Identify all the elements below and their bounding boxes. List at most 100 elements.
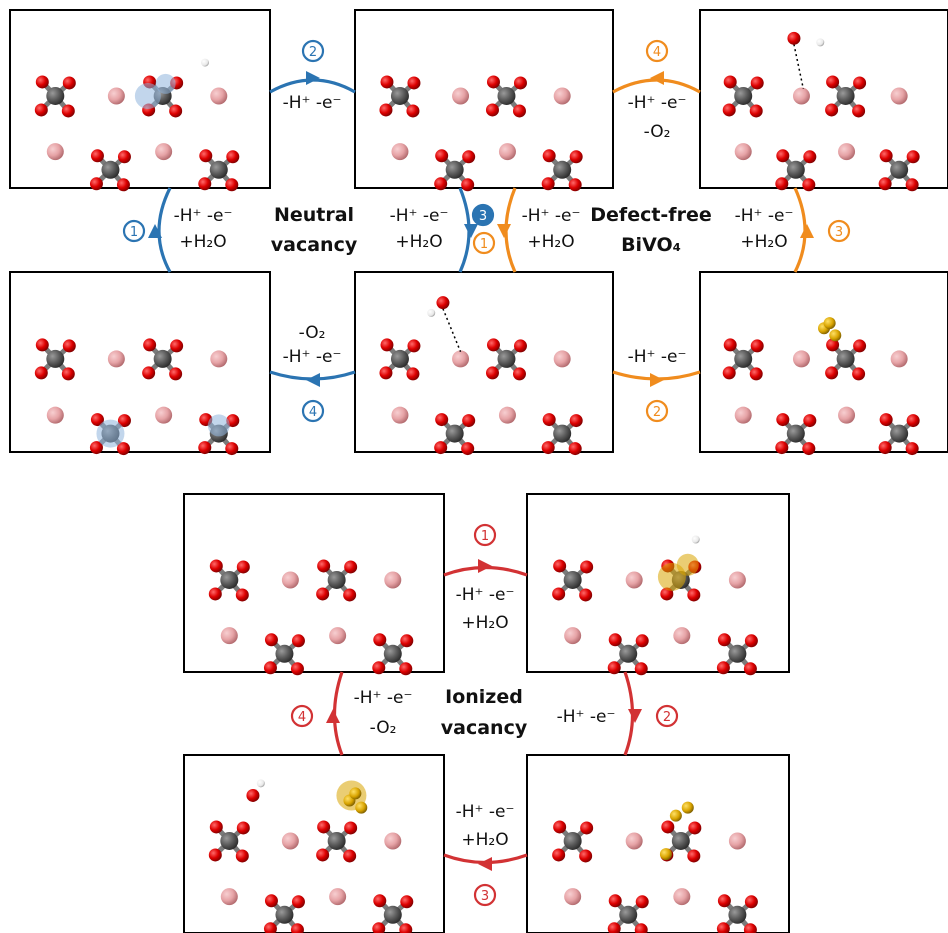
vanadium-atom: [445, 160, 464, 179]
step-number-badge: 1: [122, 219, 146, 243]
bismuth-atom: [329, 888, 347, 906]
oxygen-atom: [512, 367, 526, 381]
polaron-density: [155, 73, 176, 94]
oxygen-atom: [744, 895, 758, 909]
oxygen-atom: [717, 633, 731, 647]
bismuth-atom: [564, 888, 582, 906]
oxygen-atom: [853, 76, 867, 90]
ionized-step1-line2: +H₂O: [461, 613, 508, 633]
peroxo-oxygen-atom: [659, 848, 672, 861]
oxygen-atom: [435, 149, 449, 163]
oxygen-atom: [208, 587, 222, 601]
oxygen-atom: [317, 820, 331, 834]
step-number-badge: 4: [290, 704, 314, 728]
peroxo-oxygen-atom: [681, 801, 694, 814]
oxygen-atom: [541, 177, 555, 191]
oxygen-atom: [380, 75, 394, 89]
bismuth-atom: [625, 832, 643, 850]
ionized-step3-number: 3: [481, 889, 489, 904]
bismuth-atom: [107, 350, 125, 368]
neutral-step3-line2: +H₂O: [395, 232, 442, 252]
neutral-step2-arrow: [269, 78, 356, 94]
oxygen-atom: [61, 367, 75, 381]
oxygen-atom: [209, 559, 223, 573]
neutral-cycle-name-line2: vacancy: [271, 234, 358, 256]
vanadium-atom: [46, 349, 65, 368]
step-number-badge: 2: [655, 704, 679, 728]
vanadium-atom: [497, 349, 516, 368]
oxygen-atom: [716, 661, 730, 675]
oxygen-atom: [379, 366, 393, 380]
oxygen-atom: [35, 338, 49, 352]
bismuth-atom: [564, 627, 582, 645]
oxygen-atom: [235, 588, 249, 602]
oxygen-atom: [317, 559, 331, 573]
oxygen-atom: [776, 413, 790, 427]
oxygen-atom: [607, 661, 621, 675]
bismuth-atom: [890, 350, 908, 368]
ionized-step4-arrow: [332, 671, 344, 756]
oxygen-atom: [853, 339, 867, 353]
vanadium-atom: [445, 424, 464, 443]
vanadium-atom: [390, 86, 409, 105]
oxygen-atom: [744, 634, 758, 648]
vanadium-atom: [275, 644, 294, 663]
ionized-step4-arrow-head: [326, 709, 340, 723]
oxygen-atom: [569, 150, 583, 164]
oxygen-atom: [209, 820, 223, 834]
oxygen-atom: [90, 413, 104, 427]
neutral-step1-arrow-head: [148, 224, 162, 238]
oxygen-atom: [486, 75, 500, 89]
oxygen-atom: [580, 560, 594, 574]
step-number-badge: 3: [827, 219, 851, 243]
bismuth-atom: [838, 143, 856, 161]
vanadium-atom: [209, 160, 228, 179]
oxygen-atom: [749, 367, 763, 381]
structure-panel-neutral-3-shared: [354, 271, 614, 456]
bismuth-atom: [838, 406, 856, 424]
oxygen-atom: [34, 366, 48, 380]
structure-panel-ionized-2: [526, 493, 790, 676]
vanadium-atom: [497, 86, 516, 105]
bismuth-atom: [155, 406, 173, 424]
oxygen-atom: [406, 367, 420, 381]
bismuth-atom: [46, 143, 64, 161]
defect-free-step1-number: 1: [480, 237, 488, 252]
vanadium-atom: [786, 424, 805, 443]
bismuth-atom: [553, 87, 571, 105]
neutral-step1-line1: -H⁺ -e⁻: [174, 206, 233, 226]
step-number-badge: 1: [473, 523, 497, 547]
ionized-step2-number: 2: [663, 710, 671, 725]
bismuth-atom: [384, 832, 402, 850]
ionized-step2-line1: -H⁺ -e⁻: [557, 707, 616, 727]
oxygen-atom: [552, 587, 566, 601]
oxygen-atom: [61, 104, 75, 118]
oxygen-atom: [226, 150, 240, 164]
bismuth-atom: [384, 571, 402, 589]
bismuth-atom: [498, 406, 516, 424]
vanadium-atom: [553, 160, 572, 179]
vanadium-atom: [734, 349, 753, 368]
oxygen-atom: [373, 894, 387, 908]
oxygen-atom: [399, 923, 413, 933]
bismuth-atom: [553, 350, 571, 368]
vanadium-atom: [220, 570, 239, 589]
bismuth-atom: [728, 832, 746, 850]
peroxo-oxygen-atom: [355, 801, 368, 814]
oxygen-atom: [399, 662, 413, 676]
oxygen-atom: [291, 634, 305, 648]
oxygen-atom: [373, 633, 387, 647]
oxygen-atom: [803, 150, 817, 164]
vanadium-atom: [563, 831, 582, 850]
oxygen-atom: [906, 414, 920, 428]
oxygen-atom: [634, 923, 648, 933]
neutral-step3-number: 3: [479, 209, 487, 224]
step-number-badge: 4: [301, 399, 325, 423]
oxygen-atom: [579, 849, 593, 863]
oxygen-atom: [542, 149, 556, 163]
bismuth-atom: [625, 571, 643, 589]
vanadium-atom: [553, 424, 572, 443]
bismuth-atom: [452, 87, 470, 105]
vanadium-atom: [836, 86, 855, 105]
oxygen-atom: [749, 104, 763, 118]
